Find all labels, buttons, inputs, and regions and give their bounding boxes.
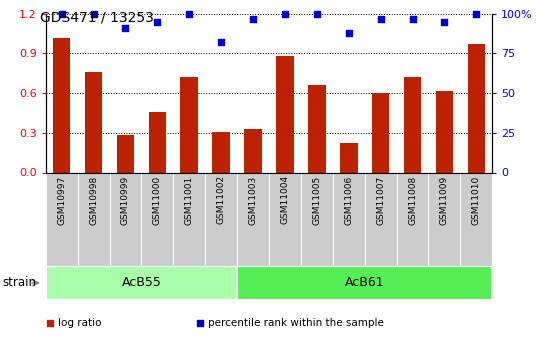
Text: GDS471 / 13253: GDS471 / 13253 bbox=[40, 10, 154, 24]
Bar bbox=[340, 144, 358, 172]
Text: GSM11001: GSM11001 bbox=[185, 175, 194, 225]
Text: GSM11008: GSM11008 bbox=[408, 175, 417, 225]
Point bbox=[344, 30, 353, 36]
Bar bbox=[436, 90, 453, 172]
Point bbox=[121, 25, 130, 31]
Text: GSM11009: GSM11009 bbox=[440, 175, 449, 225]
Point bbox=[58, 11, 66, 17]
Point bbox=[196, 320, 204, 325]
Bar bbox=[308, 85, 325, 172]
Text: GSM11007: GSM11007 bbox=[376, 175, 385, 225]
Bar bbox=[53, 38, 70, 172]
Bar bbox=[46, 266, 237, 300]
Bar bbox=[276, 56, 294, 172]
Bar bbox=[117, 136, 134, 172]
Point bbox=[376, 16, 385, 21]
Text: percentile rank within the sample: percentile rank within the sample bbox=[208, 318, 384, 327]
Point bbox=[440, 19, 449, 24]
Bar bbox=[148, 112, 166, 172]
Point bbox=[217, 40, 225, 45]
Text: GSM10997: GSM10997 bbox=[57, 175, 66, 225]
Point bbox=[408, 16, 417, 21]
Text: GSM11004: GSM11004 bbox=[280, 175, 289, 224]
Bar bbox=[85, 72, 102, 172]
Bar bbox=[244, 129, 262, 172]
Text: GSM11006: GSM11006 bbox=[344, 175, 353, 225]
Bar bbox=[237, 266, 492, 300]
Bar bbox=[213, 131, 230, 172]
Text: strain: strain bbox=[3, 276, 37, 289]
Point bbox=[46, 320, 54, 325]
Point bbox=[472, 11, 480, 17]
Point bbox=[185, 11, 194, 17]
Point bbox=[89, 11, 98, 17]
Text: log ratio: log ratio bbox=[58, 318, 102, 327]
Text: AcB61: AcB61 bbox=[345, 276, 385, 289]
Text: GSM10998: GSM10998 bbox=[89, 175, 98, 225]
Bar bbox=[404, 77, 421, 172]
Bar bbox=[372, 93, 390, 172]
Text: GSM11002: GSM11002 bbox=[217, 175, 225, 224]
Point bbox=[281, 11, 289, 17]
Text: GSM11005: GSM11005 bbox=[313, 175, 321, 225]
Text: GSM11003: GSM11003 bbox=[249, 175, 258, 225]
Text: GSM11010: GSM11010 bbox=[472, 175, 481, 225]
Point bbox=[313, 11, 321, 17]
Point bbox=[153, 19, 161, 24]
Text: GSM10999: GSM10999 bbox=[121, 175, 130, 225]
Bar bbox=[468, 44, 485, 172]
Point bbox=[249, 16, 257, 21]
Text: GSM11000: GSM11000 bbox=[153, 175, 162, 225]
Bar bbox=[180, 77, 198, 172]
Text: AcB55: AcB55 bbox=[122, 276, 161, 289]
